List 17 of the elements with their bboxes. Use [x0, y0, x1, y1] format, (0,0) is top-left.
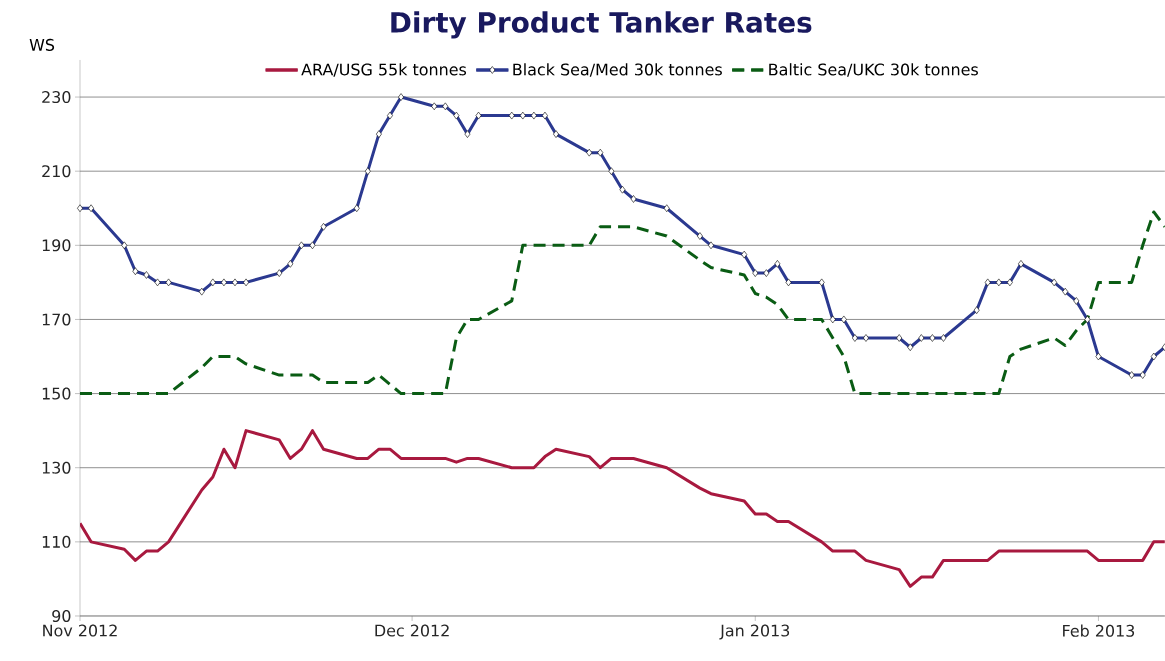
chart-title: Dirty Product Tanker Rates [391, 11, 812, 39]
legend-label: Baltic Sea/UKC 30k tonnes [769, 63, 978, 77]
legend-label: Black Sea/Med 30k tonnes [513, 63, 722, 77]
legend-label: ARA/USG 55k tonnes [301, 63, 467, 77]
y-tick-label: 170 [42, 313, 71, 326]
y-tick-label: 230 [42, 91, 71, 104]
x-tick-label: Jan 2013 [719, 624, 790, 640]
x-tick-label: Nov 2012 [43, 624, 117, 637]
y-axis-title: WS [29, 38, 55, 51]
y-tick-label: 90 [52, 609, 71, 623]
y-tick-label: 210 [42, 165, 71, 178]
y-tick-label: 110 [42, 535, 71, 548]
y-tick-label: 130 [42, 461, 71, 474]
x-tick-label: Feb 2013 [1063, 624, 1135, 637]
y-tick-label: 190 [42, 239, 71, 252]
x-tick-label: Dec 2012 [375, 624, 449, 637]
y-tick-label: 150 [42, 387, 71, 400]
